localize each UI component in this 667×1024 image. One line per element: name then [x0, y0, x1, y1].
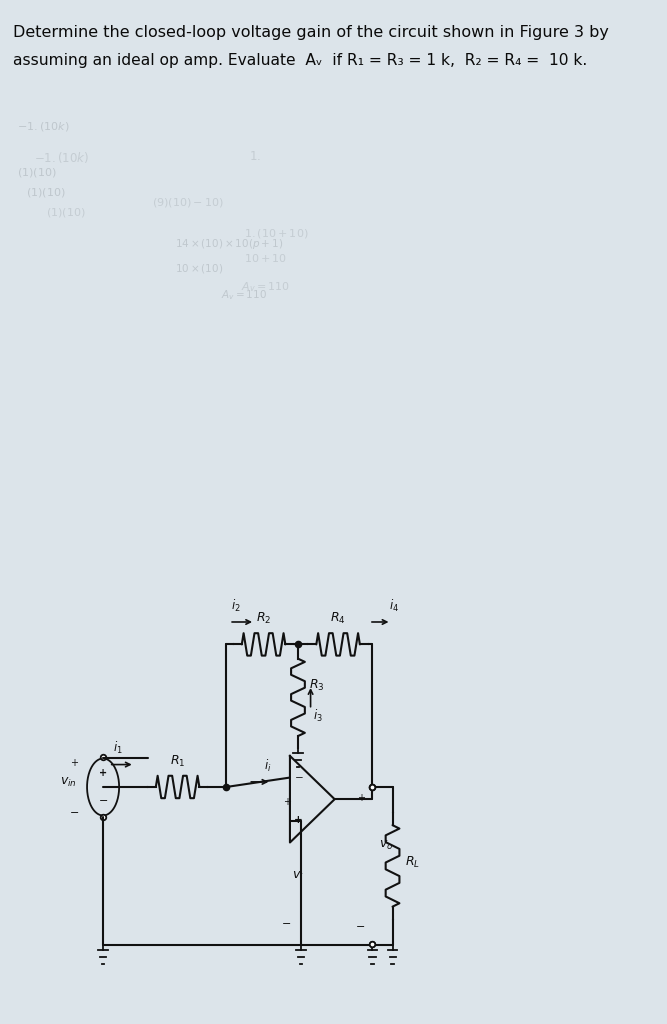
- Text: Determine the closed-loop voltage gain of the circuit shown in Figure 3 by: Determine the closed-loop voltage gain o…: [13, 26, 609, 40]
- Text: $1.$: $1.$: [249, 151, 261, 164]
- Text: +: +: [294, 815, 303, 824]
- Text: −: −: [295, 772, 303, 782]
- Text: $1. (10 + 10)$: $1. (10 + 10)$: [243, 227, 308, 240]
- Text: $A_v = 110$: $A_v = 110$: [241, 280, 290, 294]
- Text: $v_o$: $v_o$: [380, 839, 394, 852]
- Text: +: +: [283, 798, 291, 807]
- Text: $i_3$: $i_3$: [313, 708, 323, 724]
- Text: +: +: [71, 758, 79, 768]
- Text: $(9)(10) - 10)$: $(9)(10) - 10)$: [152, 197, 223, 209]
- Text: +: +: [99, 768, 107, 777]
- Text: $R_4$: $R_4$: [330, 611, 346, 626]
- Text: +: +: [357, 794, 365, 803]
- Text: $R_2$: $R_2$: [256, 611, 271, 626]
- Text: −: −: [99, 796, 108, 806]
- Text: assuming an ideal op amp. Evaluate  Aᵥ  if R₁ = R₃ = 1 k,  R₂ = R₄ =  10 k.: assuming an ideal op amp. Evaluate Aᵥ if…: [13, 52, 588, 68]
- Text: $\mathit{10 \times (10)}$: $\mathit{10 \times (10)}$: [175, 262, 223, 275]
- Text: $v_{in}$: $v_{in}$: [60, 776, 77, 790]
- Text: $\mathit{14 \times (10) \times 10 (p+1)}$: $\mathit{14 \times (10) \times 10 (p+1)}…: [175, 237, 283, 251]
- Text: −: −: [70, 809, 79, 818]
- Text: $-1.  (10k)$: $-1. (10k)$: [17, 120, 69, 133]
- Text: $i_4$: $i_4$: [389, 598, 399, 613]
- Text: $R_1$: $R_1$: [170, 754, 185, 769]
- Text: $-1. (10k)$: $-1. (10k)$: [34, 151, 89, 166]
- Text: −: −: [282, 919, 291, 929]
- Text: $(1)(10)$: $(1)(10)$: [26, 186, 65, 199]
- Text: $v_i$: $v_i$: [292, 869, 304, 883]
- Text: $i_i$: $i_i$: [264, 758, 271, 774]
- Text: $(1)(10)$: $(1)(10)$: [17, 166, 57, 179]
- Text: $\mathit{A_v = 110}$: $\mathit{A_v = 110}$: [221, 288, 267, 302]
- Text: $(1)(10)$: $(1)(10)$: [46, 207, 85, 219]
- Text: $R_L$: $R_L$: [405, 855, 420, 870]
- Text: $i_2$: $i_2$: [231, 598, 241, 613]
- Text: $R_3$: $R_3$: [309, 678, 324, 693]
- Text: $i_1$: $i_1$: [113, 740, 123, 757]
- Text: $10 + 10$: $10 + 10$: [243, 252, 287, 264]
- Text: −: −: [356, 922, 366, 932]
